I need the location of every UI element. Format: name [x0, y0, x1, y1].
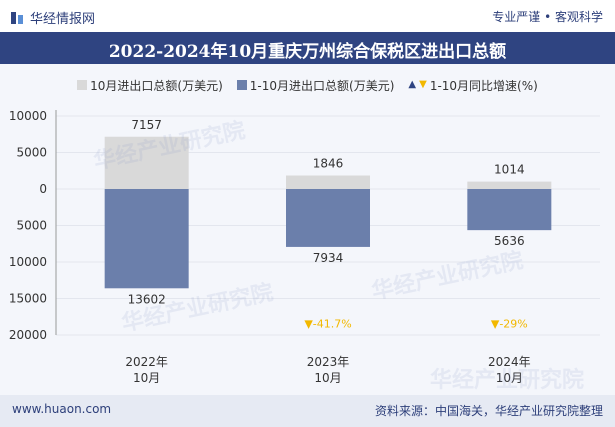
y-tick-label: 0	[39, 182, 47, 196]
growth-label: ▼-29%	[491, 318, 528, 331]
chart-legend: 10月进出口总额(万美元) 1-10月进出口总额(万美元) ▲ ▼ 1-10月同比…	[0, 76, 615, 94]
legend-label-cumulative: 1-10月进出口总额(万美元)	[249, 78, 395, 93]
data-label-monthly: 1014	[494, 163, 525, 177]
y-tick-label: 5000	[16, 219, 47, 233]
growth-label: ▼-41.7%	[304, 318, 351, 331]
triangle-down-icon: ▼	[419, 79, 427, 90]
bar-cumulative	[104, 189, 189, 289]
brand-name: 华经情报网	[30, 12, 96, 27]
legend-label-monthly: 10月进出口总额(万美元)	[90, 78, 223, 93]
x-tick-label: 10月	[496, 371, 523, 385]
chart-title: 2022-2024年10月重庆万州综合保税区进出口总额	[108, 42, 507, 62]
x-tick-label: 2023年	[307, 355, 350, 369]
bar-monthly	[467, 181, 552, 189]
brand[interactable]: 华经情报网	[10, 8, 95, 27]
x-tick-label: 10月	[133, 371, 160, 385]
bar-cumulative	[467, 189, 552, 231]
y-tick-label: 10000	[9, 255, 47, 269]
bar-monthly	[286, 175, 370, 189]
data-label-cumulative: 5636	[494, 234, 525, 248]
x-tick-label: 2024年	[488, 355, 531, 369]
brand-logo-icon	[11, 11, 23, 24]
legend-item-growth: ▲ ▼ 1-10月同比增速(%)	[408, 76, 537, 94]
data-label-monthly: 7157	[131, 118, 162, 132]
footer-site-link[interactable]: www.huaon.com	[12, 402, 112, 416]
tagline: 专业严谨 • 客观科学	[492, 10, 603, 24]
data-label-monthly: 1846	[313, 157, 344, 171]
legend-swatch-monthly	[77, 80, 88, 90]
data-label-cumulative: 7934	[313, 251, 344, 265]
legend-item-monthly: 10月进出口总额(万美元)	[77, 76, 223, 94]
y-tick-label: 15000	[9, 292, 47, 306]
title-bar: 2022-2024年10月重庆万州综合保税区进出口总额	[0, 32, 615, 64]
top-bar: 华经情报网 专业严谨 • 客观科学	[0, 0, 615, 32]
triangle-up-icon: ▲	[408, 79, 417, 90]
y-tick-label: 5000	[16, 146, 47, 160]
legend-item-cumulative: 1-10月进出口总额(万美元)	[236, 76, 395, 94]
footer: www.huaon.com 资料来源：中国海关，华经产业研究院整理	[0, 395, 615, 427]
bar-chart: 10000 5000 0 5000 10000 15000 20000 7157 13602 20…	[9, 109, 600, 385]
data-label-cumulative: 13602	[128, 292, 166, 306]
legend-label-growth: 1-10月同比增速(%)	[429, 78, 538, 93]
footer-source: 资料来源：中国海关，华经产业研究院整理	[374, 404, 603, 418]
x-tick-label: 2022年	[125, 355, 168, 369]
y-tick-label: 20000	[9, 328, 47, 342]
legend-swatch-cumulative	[236, 80, 247, 90]
y-tick-label: 10000	[9, 109, 47, 123]
bar-cumulative	[286, 189, 370, 247]
bar-monthly	[104, 136, 189, 189]
x-tick-label: 10月	[314, 371, 341, 385]
